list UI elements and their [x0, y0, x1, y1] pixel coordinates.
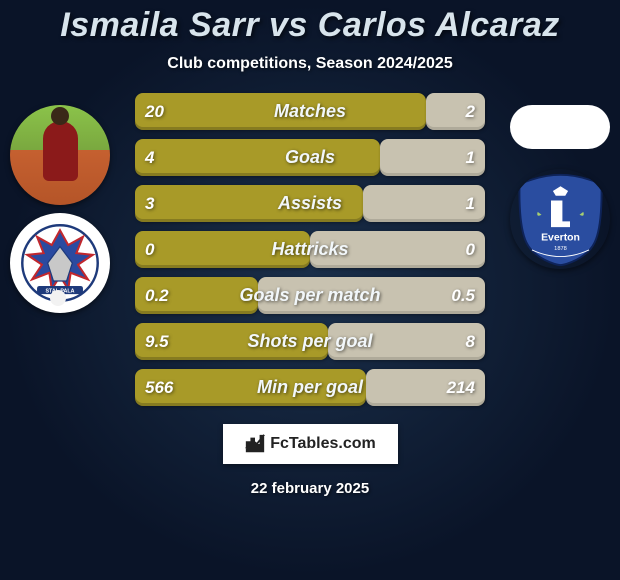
- left-value: 4: [135, 139, 164, 176]
- right-value: 1: [456, 185, 485, 222]
- left-bar: [135, 139, 380, 176]
- player1-photo: [10, 105, 110, 205]
- svg-text:Everton: Everton: [541, 232, 580, 243]
- svg-text:1878: 1878: [554, 245, 567, 251]
- right-value: 8: [456, 323, 485, 360]
- right-value: 0.5: [441, 277, 485, 314]
- right-avatars: Everton 1878: [510, 105, 610, 277]
- left-avatars: STAL PALA: [10, 105, 110, 321]
- player2-photo: [510, 105, 610, 149]
- stat-row: Shots per goal9.58: [135, 323, 485, 360]
- stat-row: Min per goal566214: [135, 369, 485, 406]
- left-value: 3: [135, 185, 164, 222]
- right-value: 214: [437, 369, 485, 406]
- watermark-text: FcTables.com: [270, 435, 376, 453]
- left-value: 566: [135, 369, 183, 406]
- stat-row: Goals41: [135, 139, 485, 176]
- comparison-bars: Matches202Goals41Assists31Hattricks00Goa…: [135, 93, 485, 406]
- subtitle: Club competitions, Season 2024/2025: [0, 55, 620, 73]
- everton-icon: Everton 1878: [513, 172, 608, 267]
- date-stamp: 22 february 2025: [0, 480, 620, 497]
- stat-row: Goals per match0.20.5: [135, 277, 485, 314]
- player2-club-crest: Everton 1878: [510, 169, 610, 269]
- right-value: 1: [456, 139, 485, 176]
- left-bar: [135, 93, 426, 130]
- stat-row: Matches202: [135, 93, 485, 130]
- left-value: 20: [135, 93, 174, 130]
- left-bar: [135, 185, 363, 222]
- watermark[interactable]: FcTables.com: [223, 424, 398, 464]
- left-value: 0.2: [135, 277, 179, 314]
- left-value: 0: [135, 231, 164, 268]
- page-title: Ismaila Sarr vs Carlos Alcaraz: [0, 0, 620, 45]
- stat-row: Assists31: [135, 185, 485, 222]
- chart-icon: [244, 433, 266, 455]
- left-value: 9.5: [135, 323, 179, 360]
- right-value: 0: [456, 231, 485, 268]
- stat-row: Hattricks00: [135, 231, 485, 268]
- right-value: 2: [456, 93, 485, 130]
